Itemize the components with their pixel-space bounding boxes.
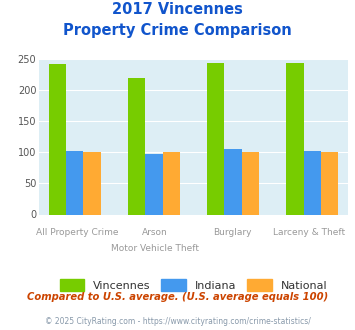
- Bar: [128, 78, 145, 214]
- Bar: [321, 152, 338, 214]
- Text: Burglary: Burglary: [213, 228, 251, 237]
- Bar: [145, 154, 163, 214]
- Bar: [66, 151, 83, 214]
- Bar: [49, 64, 66, 214]
- Text: 2017 Vincennes: 2017 Vincennes: [112, 2, 243, 16]
- Bar: [242, 152, 259, 214]
- Text: All Property Crime: All Property Crime: [37, 228, 119, 237]
- Bar: [304, 151, 321, 214]
- Text: Arson: Arson: [142, 228, 168, 237]
- Bar: [207, 62, 224, 214]
- Bar: [163, 152, 180, 214]
- Bar: [286, 62, 304, 214]
- Legend: Vincennes, Indiana, National: Vincennes, Indiana, National: [60, 279, 327, 291]
- Text: © 2025 CityRating.com - https://www.cityrating.com/crime-statistics/: © 2025 CityRating.com - https://www.city…: [45, 317, 310, 326]
- Text: Property Crime Comparison: Property Crime Comparison: [63, 23, 292, 38]
- Text: Motor Vehicle Theft: Motor Vehicle Theft: [111, 244, 199, 253]
- Bar: [224, 149, 242, 214]
- Text: Compared to U.S. average. (U.S. average equals 100): Compared to U.S. average. (U.S. average …: [27, 292, 328, 302]
- Text: Larceny & Theft: Larceny & Theft: [273, 228, 345, 237]
- Bar: [83, 152, 101, 214]
